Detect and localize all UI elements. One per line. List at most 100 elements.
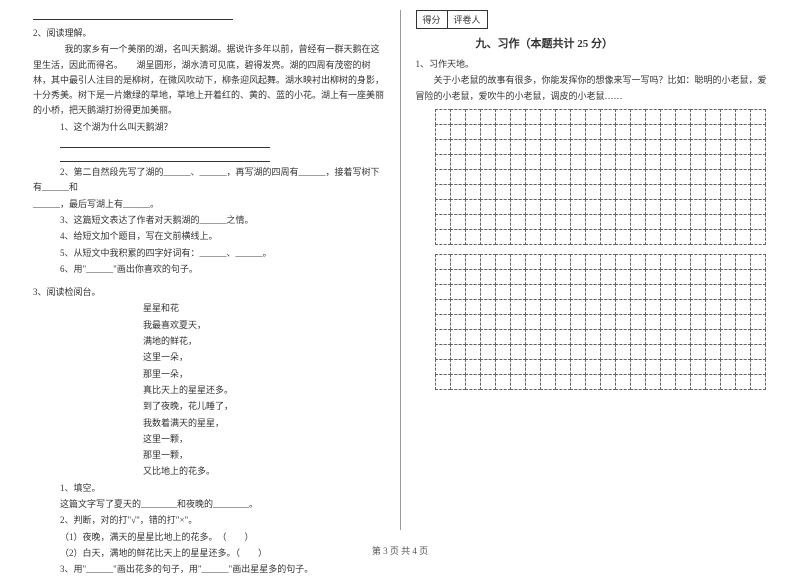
grid-cell <box>705 199 721 215</box>
grid-cell <box>630 374 646 390</box>
grid-cell <box>600 154 616 170</box>
grid-cell <box>555 374 571 390</box>
grid-cell <box>435 184 451 200</box>
grid-cell <box>660 299 676 315</box>
grid-cell <box>735 214 751 230</box>
grid-cell <box>585 254 601 270</box>
grid-cell <box>510 359 526 375</box>
grid-cell <box>525 359 541 375</box>
grid-cell <box>510 199 526 215</box>
grid-cell <box>735 199 751 215</box>
grid-cell <box>540 374 556 390</box>
grid-cell <box>720 124 736 140</box>
grid-cell <box>630 329 646 345</box>
grid-cell <box>510 269 526 285</box>
grid-cell <box>570 284 586 300</box>
grid-cell <box>660 314 676 330</box>
grid-cell <box>720 314 736 330</box>
grid-cell <box>660 329 676 345</box>
grid-cell <box>720 254 736 270</box>
grid-cell <box>690 344 706 360</box>
grid-cell <box>750 169 766 185</box>
grid-cell <box>465 214 481 230</box>
grid-cell <box>750 154 766 170</box>
grid-cell <box>510 344 526 360</box>
poem-line: 真比天上的星星还多。 <box>143 383 385 398</box>
grid-cell <box>495 154 511 170</box>
grid-cell <box>435 329 451 345</box>
grid-cell <box>735 154 751 170</box>
grid-cell <box>465 359 481 375</box>
grid-cell <box>750 254 766 270</box>
grid-cell <box>735 109 751 125</box>
page-footer: 第 3 页 共 4 页 <box>0 544 800 557</box>
grid-cell <box>645 139 661 155</box>
grid-cell <box>555 359 571 375</box>
grid-cell <box>450 139 466 155</box>
grid-cell <box>615 314 631 330</box>
q2-para: 我的家乡有一个美丽的湖，名叫天鹅湖。据说许多年以前，曾经有一群天鹅在这里生活，因… <box>33 42 385 118</box>
grid-cell <box>510 154 526 170</box>
grid-cell <box>480 139 496 155</box>
grid-cell <box>720 284 736 300</box>
grid-cell <box>615 269 631 285</box>
grid-cell <box>660 374 676 390</box>
grid-cell <box>510 139 526 155</box>
grid-cell <box>615 184 631 200</box>
grid-cell <box>555 214 571 230</box>
grid-cell <box>630 139 646 155</box>
grid-cell <box>435 314 451 330</box>
grid-cell <box>495 314 511 330</box>
grid-cell <box>570 229 586 245</box>
grid-cell <box>735 184 751 200</box>
grid-cell <box>480 184 496 200</box>
grid-cell <box>465 229 481 245</box>
grid-cell <box>705 359 721 375</box>
grid-cell <box>435 254 451 270</box>
grid-cell <box>600 359 616 375</box>
section-title: 九、习作（本题共计 25 分） <box>476 35 768 51</box>
grid-cell <box>600 374 616 390</box>
grid-cell <box>735 284 751 300</box>
poem-line: 到了夜晚，花儿睡了， <box>143 399 385 414</box>
grid-cell <box>525 154 541 170</box>
grid-cell <box>540 314 556 330</box>
grid-cell <box>600 299 616 315</box>
grid-cell <box>660 139 676 155</box>
grid-cell <box>495 169 511 185</box>
grid-cell <box>645 214 661 230</box>
grid-cell <box>450 154 466 170</box>
grid-cell <box>735 169 751 185</box>
grid-cell <box>675 199 691 215</box>
grid-cell <box>705 169 721 185</box>
q3-sub2a: （1）夜晚，满天的星星比地上的花多。 （ ） <box>33 530 385 545</box>
grid-cell <box>495 139 511 155</box>
grid-cell <box>555 229 571 245</box>
score-box: 得分 评卷人 <box>416 10 488 29</box>
q2-sub1: 1、这个湖为什么叫天鹅湖？ <box>33 120 385 135</box>
grid-cell <box>495 344 511 360</box>
grid-cell <box>435 229 451 245</box>
grid-cell <box>570 254 586 270</box>
grid-cell <box>510 374 526 390</box>
grid-cell <box>615 139 631 155</box>
grid-cell <box>480 269 496 285</box>
writing-grid <box>436 255 768 390</box>
grid-cell <box>435 124 451 140</box>
grid-cell <box>540 124 556 140</box>
grid-cell <box>525 344 541 360</box>
grid-cell <box>660 359 676 375</box>
grid-cell <box>705 124 721 140</box>
grid-cell <box>660 254 676 270</box>
grid-cell <box>735 269 751 285</box>
grid-cell <box>615 124 631 140</box>
grid-cell <box>585 229 601 245</box>
grid-cell <box>735 254 751 270</box>
grid-cell <box>525 329 541 345</box>
grid-cell <box>465 169 481 185</box>
grid-cell <box>705 269 721 285</box>
grid-cell <box>465 374 481 390</box>
grid-cell <box>540 199 556 215</box>
grid-cell <box>645 254 661 270</box>
grid-cell <box>465 299 481 315</box>
